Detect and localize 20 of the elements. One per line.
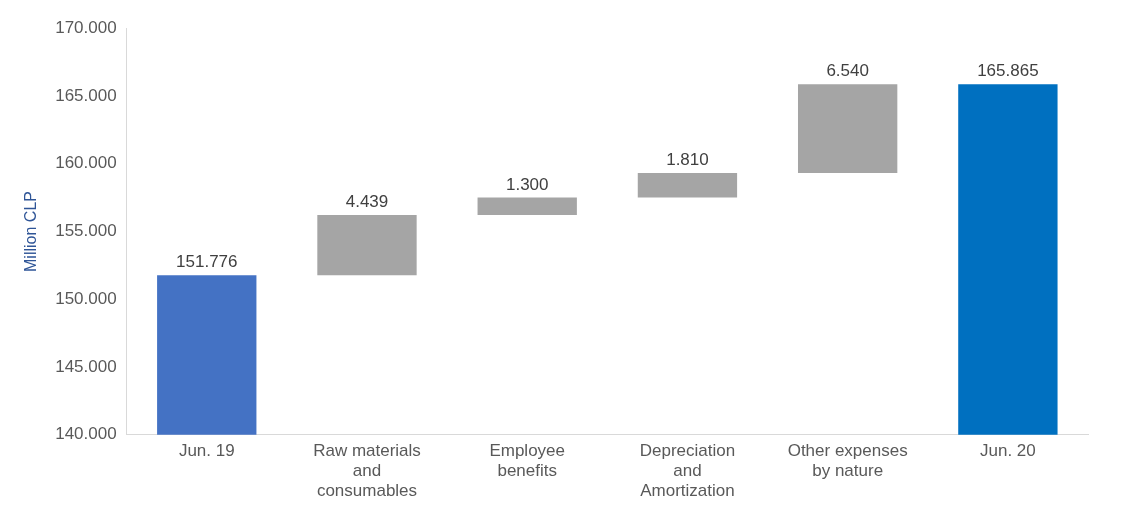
y-tick-label: 150.000 [55, 288, 117, 308]
y-tick-label: 160.000 [55, 153, 117, 173]
x-tick-label: Other expenses by nature [787, 440, 908, 481]
x-tick-label: Depreciation and Amortization [639, 440, 736, 501]
x-tick-label: Jun. 19 [178, 440, 235, 460]
data-label: 4.439 [345, 192, 389, 212]
y-tick-label: 155.000 [55, 221, 117, 241]
data-label: 165.865 [977, 61, 1039, 81]
y-tick-label: 140.000 [55, 424, 117, 444]
x-tick-label: Raw materials and consumables [313, 440, 421, 501]
data-label: 1.810 [666, 150, 709, 170]
y-tick-label: 145.000 [55, 356, 117, 376]
y-tick-label: 170.000 [55, 17, 117, 37]
data-label: 6.540 [826, 61, 869, 81]
x-tick-label: Jun. 20 [980, 440, 1036, 460]
x-tick-label: Employee benefits [489, 440, 566, 481]
y-tick-label: 165.000 [55, 85, 117, 105]
data-label: 151.776 [176, 252, 238, 272]
y-axis-title: Million CLP [22, 191, 40, 272]
data-label: 1.300 [505, 174, 549, 194]
